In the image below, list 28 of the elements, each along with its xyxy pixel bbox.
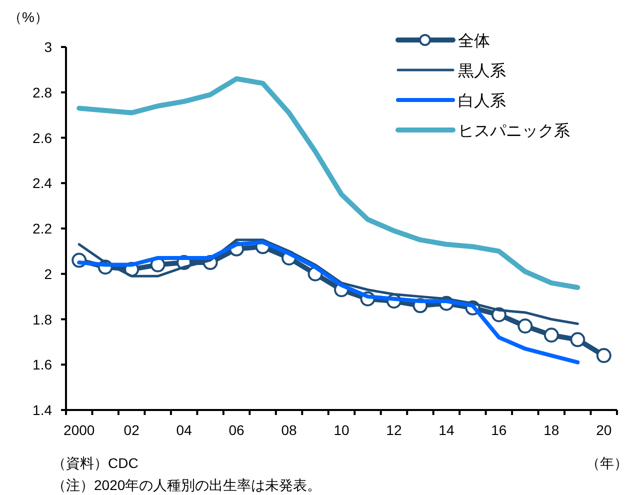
y-tick-label: 2.2 [32, 220, 52, 236]
x-tick-label: 08 [281, 422, 298, 438]
x-tick-label: 14 [438, 422, 454, 438]
y-tick-label: 3 [44, 39, 52, 55]
y-tick-label: 1.8 [32, 311, 52, 328]
y-tick-label: 1.6 [32, 356, 52, 373]
text: （資料）CDC [52, 455, 138, 471]
x-axis-title: （年） [586, 455, 628, 471]
x-tick-label: 18 [544, 422, 560, 438]
x-tick-label: 16 [491, 422, 507, 438]
x-tick-label: 06 [228, 422, 245, 438]
legend-label: ヒスパニック系 [458, 122, 570, 140]
y-axis-title: （%） [8, 9, 48, 25]
legend-label: 黒人系 [458, 62, 506, 80]
y-tick-label: 1.4 [32, 402, 52, 418]
y-tick-label: 2.4 [32, 175, 52, 192]
x-tick-label: 04 [176, 422, 192, 438]
y-tick-label: 2 [44, 266, 52, 282]
x-tick-label: 02 [124, 422, 140, 438]
x-tick-label: 2000 [64, 422, 95, 438]
y-tick-label: 2.8 [32, 84, 52, 100]
x-tick-label: 12 [386, 422, 402, 438]
legend-label: 全体 [458, 33, 490, 50]
legend-label: 白人系 [458, 92, 506, 110]
text: （注）2020年の人種別の出生率は未発表。 [52, 477, 322, 493]
x-tick-label: 20 [596, 422, 612, 438]
x-tick-label: 10 [334, 422, 350, 438]
y-tick-label: 2.6 [32, 130, 52, 146]
